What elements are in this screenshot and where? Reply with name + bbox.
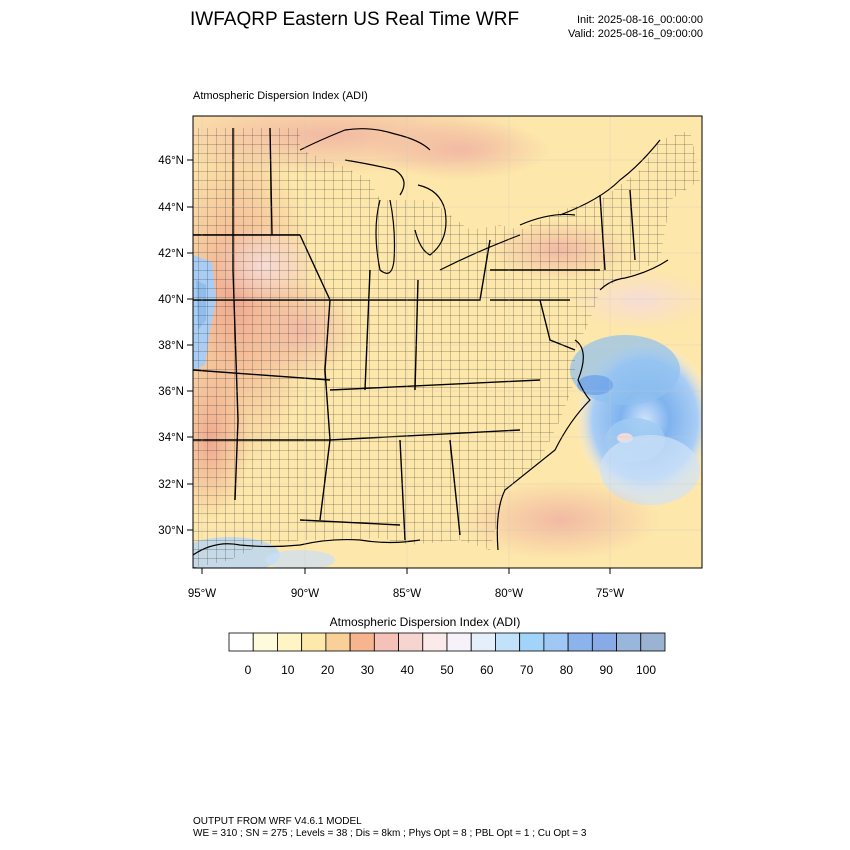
colorbar-tick-label: 50 [440, 663, 454, 677]
colorbar-swatch [277, 632, 303, 652]
model-config: WE = 310 ; SN = 275 ; Levels = 38 ; Dis … [193, 828, 587, 839]
lake-ontario-shore [519, 213, 576, 226]
colorbar-tick-label: 90 [600, 663, 614, 677]
lon-label: 75°W [596, 588, 624, 600]
colorbar-tick-label: 0 [245, 663, 252, 677]
adi-high-lake [370, 120, 550, 180]
graticule [193, 116, 702, 568]
colorbar-tick-label: 10 [281, 663, 295, 677]
lon-label: 95°W [188, 588, 216, 600]
colorbar-swatch [446, 632, 472, 652]
colorbar-swatch [640, 632, 666, 652]
lat-label: 44°N [158, 202, 184, 214]
colorbar-tick-label: 30 [361, 663, 375, 677]
state-boundaries [193, 127, 636, 541]
coastlines [193, 128, 669, 556]
colorbar-swatch [422, 632, 448, 652]
lon-label: 85°W [393, 588, 421, 600]
upper-peninsula-shore [344, 159, 405, 196]
colorbar-swatch [398, 632, 424, 652]
colorbar-tick-label: 80 [560, 663, 574, 677]
colorbar-tick-label: 70 [520, 663, 534, 677]
colorbar-swatch [567, 632, 593, 652]
long-island-coast [599, 259, 669, 291]
lat-label: 40°N [158, 294, 184, 306]
longitude-labels: 95°W 90°W 85°W 80°W 75°W [188, 588, 624, 600]
map-frame [192, 115, 703, 569]
atlantic-coast [496, 339, 591, 551]
lake-huron-shore [414, 184, 447, 256]
county-boundaries [193, 128, 700, 568]
lat-label: 42°N [158, 248, 184, 260]
lake-superior-shore [299, 128, 431, 151]
colorbar-swatch [252, 632, 278, 652]
colorbar-labels: 0 10 20 30 40 50 60 70 80 90 100 [245, 663, 657, 677]
valid-time: Valid: 2025-08-16_09:00:00 [568, 28, 703, 40]
colorbar-swatch [519, 632, 545, 652]
init-time: Init: 2025-08-16_00:00:00 [577, 14, 703, 26]
colorbar [228, 632, 666, 652]
colorbar-tick-label: 60 [480, 663, 494, 677]
lat-label: 36°N [158, 386, 184, 398]
colorbar-swatch [543, 632, 569, 652]
field-label: Atmospheric Dispersion Index (ADI) [193, 90, 368, 102]
map-title: IWFAQRP Eastern US Real Time WRF [190, 9, 520, 30]
colorbar-swatch [470, 632, 496, 652]
lon-label: 80°W [495, 588, 523, 600]
colorbar-swatch [349, 632, 375, 652]
lon-label: 90°W [291, 588, 319, 600]
lat-label: 38°N [158, 340, 184, 352]
lake-erie-shore [439, 234, 521, 271]
colorbar-swatch [591, 632, 617, 652]
colorbar-title: Atmospheric Dispersion Index (ADI) [329, 615, 521, 629]
colorbar-tick-label: 100 [636, 663, 656, 677]
lake-michigan-shore [375, 199, 396, 274]
latitude-labels: 46°N 44°N 42°N 40°N 38°N 36°N 34°N 32°N … [158, 155, 184, 537]
lat-label: 46°N [158, 155, 184, 167]
colorbar-swatch [228, 632, 254, 652]
st-lawrence-border [559, 139, 661, 216]
lat-label: 34°N [158, 432, 184, 444]
colorbar-swatch [373, 632, 399, 652]
gulf-coast [193, 538, 421, 556]
lat-label: 32°N [158, 479, 184, 491]
lat-label: 30°N [158, 525, 184, 537]
colorbar-swatch [495, 632, 521, 652]
colorbar-tick-label: 40 [401, 663, 415, 677]
colorbar-tick-label: 20 [321, 663, 335, 677]
colorbar-swatch [616, 632, 642, 652]
colorbar-swatch [301, 632, 327, 652]
model-info: OUTPUT FROM WRF V4.6.1 MODEL [193, 816, 362, 827]
colorbar-swatch [325, 632, 351, 652]
tick-marks [187, 159, 611, 574]
run-times: Init: 2025-08-16_00:00:00 Valid: 2025-08… [568, 13, 703, 41]
